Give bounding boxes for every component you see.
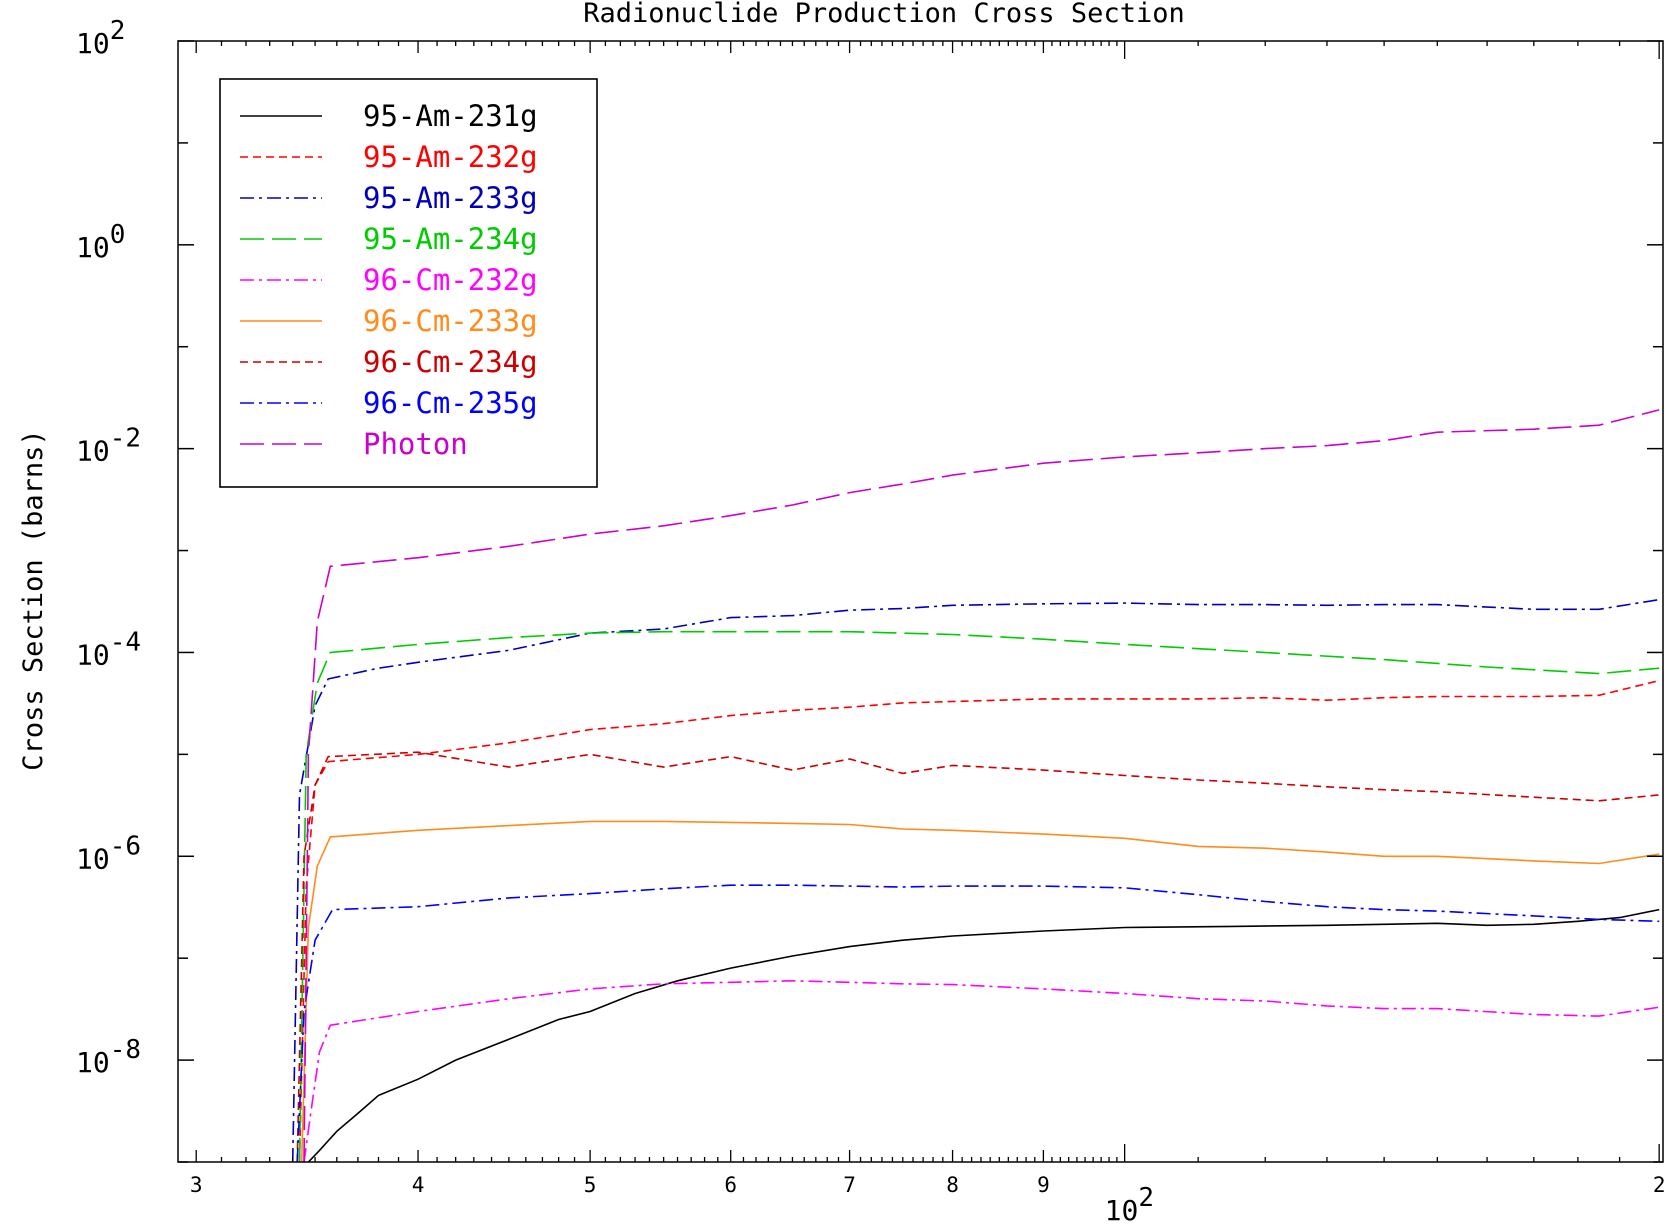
- legend-label: 95-Am-232g: [363, 140, 538, 174]
- curves: [291, 409, 1660, 1162]
- legend-label: 96-Cm-235g: [363, 386, 538, 420]
- legend-label: 95-Am-234g: [363, 222, 538, 256]
- y-tick-label: 10-2: [76, 424, 141, 468]
- legend-box: [219, 78, 598, 488]
- legend-label: 96-Cm-232g: [363, 263, 538, 297]
- y-tick-label: 10-6: [76, 831, 141, 875]
- legend-label: 95-Am-233g: [363, 181, 538, 215]
- legend-label: 96-Cm-234g: [363, 345, 538, 379]
- axes: 102 100 10-2 10-4 10-6 10-8 3 4 5 6 7 8 9 2 102: [76, 16, 1665, 1225]
- y-tick-label: 100: [76, 220, 125, 264]
- series-line-96-Cm-233g: [300, 820, 1660, 1162]
- series-line-96-Cm-232g: [303, 979, 1660, 1162]
- plot-frame: [177, 40, 1664, 1163]
- series-line-96-Cm-234g: [296, 751, 1660, 1162]
- legend-label: 95-Am-231g: [363, 99, 538, 133]
- legend-label: 96-Cm-233g: [363, 304, 538, 338]
- x-tick-label: 8: [946, 1173, 959, 1197]
- x-tick-label: 5: [584, 1173, 597, 1197]
- x-tick-label: 6: [724, 1173, 737, 1197]
- legend: 95-Am-231g 95-Am-232g 95-Am-233g 95-Am-234g…: [219, 78, 598, 488]
- y-tick-label: 102: [76, 16, 125, 60]
- x-tick-label: 3: [190, 1173, 203, 1197]
- series-line-Photon: [303, 409, 1660, 1162]
- x-tick-label: 2: [1653, 1173, 1666, 1197]
- y-tick-label: 10-4: [76, 627, 141, 671]
- x-tick-label: 7: [843, 1173, 856, 1197]
- series-line-95-Am-232g: [298, 679, 1660, 1162]
- legend-label: Photon: [363, 427, 468, 461]
- x-major-tick-label: 102: [1105, 1183, 1154, 1225]
- x-tick-label: 4: [412, 1173, 425, 1197]
- x-tick-label: 9: [1037, 1173, 1050, 1197]
- series-line-96-Cm-235g: [296, 884, 1660, 1162]
- plot-area: [291, 409, 1660, 1162]
- chart-title: Radionuclide Production Cross Section: [583, 0, 1184, 29]
- series-line-95-Am-233g: [291, 598, 1660, 1162]
- y-tick-label: 10-8: [76, 1035, 141, 1079]
- series-line-95-Am-231g: [307, 908, 1660, 1162]
- y-axis-label: Cross Section (barns): [18, 429, 49, 770]
- series-line-95-Am-234g: [298, 630, 1660, 1162]
